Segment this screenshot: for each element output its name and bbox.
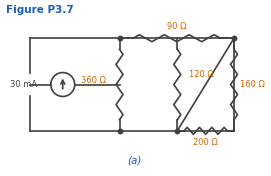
Text: 120 Ω: 120 Ω — [189, 70, 214, 79]
Text: 30 mA: 30 mA — [10, 80, 37, 89]
Text: 160 Ω: 160 Ω — [240, 80, 265, 89]
Text: Figure P3.7: Figure P3.7 — [6, 5, 74, 15]
Text: 90 Ω: 90 Ω — [167, 22, 186, 31]
Text: 200 Ω: 200 Ω — [193, 138, 218, 147]
Text: 360 Ω: 360 Ω — [81, 76, 106, 85]
Text: (a): (a) — [127, 156, 142, 166]
